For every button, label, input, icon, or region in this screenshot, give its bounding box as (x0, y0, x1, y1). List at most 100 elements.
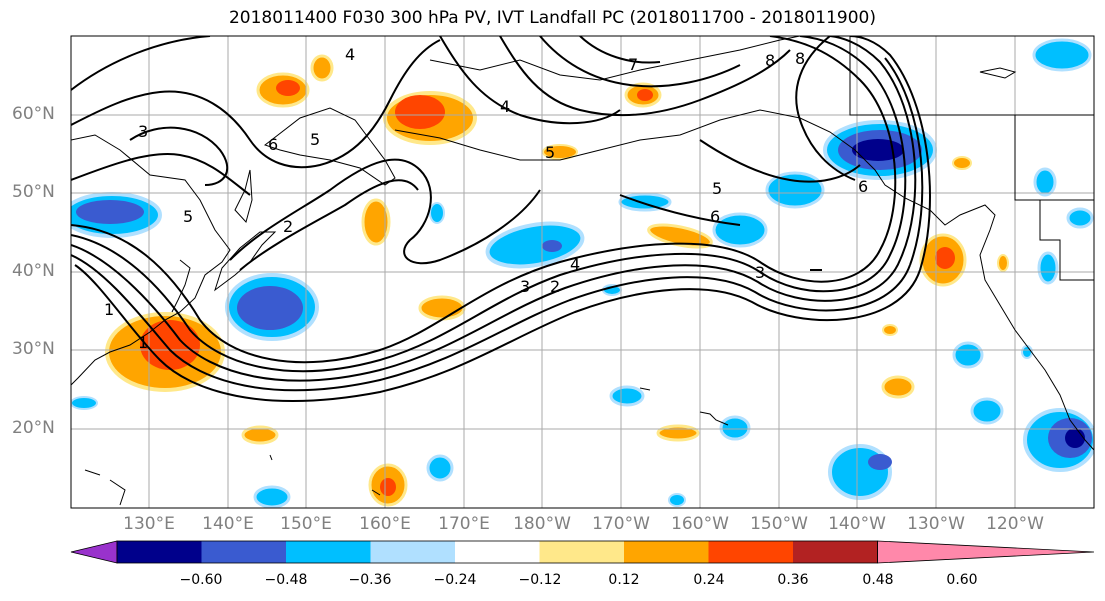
contour-label: 4 (500, 97, 510, 116)
colorbar-swatch (370, 541, 456, 563)
positive-anomaly (656, 424, 700, 442)
colorbar-tick-label: −0.60 (179, 572, 223, 588)
lon-label: 130°E (123, 514, 175, 534)
negative-anomaly (765, 171, 825, 209)
negative-anomaly-max (1065, 428, 1085, 448)
lat-label: 60°N (12, 104, 55, 124)
lon-label: 160°W (671, 514, 729, 534)
lon-label: 180°W (513, 514, 571, 534)
contour-label: 5 (183, 207, 193, 226)
negative-anomaly (828, 444, 892, 500)
lon-label: 170°E (438, 514, 490, 534)
colorbar-swatch (539, 541, 625, 563)
contour-label: 8 (765, 51, 775, 70)
lon-label: 150°W (750, 514, 808, 534)
positive-anomaly (418, 295, 466, 321)
colorbar-tick-label: −0.48 (264, 572, 308, 588)
contour-label: 1 (138, 333, 148, 352)
contour-label: 5 (545, 143, 555, 162)
contour-label: 5 (310, 130, 320, 149)
coastlines (71, 36, 1094, 506)
negative-anomaly (1032, 38, 1092, 72)
negative-anomaly (1033, 167, 1057, 197)
positive-anomaly (881, 375, 915, 399)
negative-anomaly-core (868, 454, 892, 470)
contour-label: 3 (138, 122, 148, 141)
lon-label: 150°E (280, 514, 332, 534)
colorbar-tick-label: 0.36 (777, 572, 809, 588)
negative-anomaly (970, 397, 1004, 425)
positive-anomaly (542, 144, 578, 160)
contour-label: 4 (570, 255, 580, 274)
contour-label: 6 (858, 177, 868, 196)
negative-anomaly (1021, 345, 1033, 359)
colorbar-min-arrow (70, 540, 118, 564)
positive-anomaly (361, 198, 391, 246)
negative-anomaly (668, 493, 686, 507)
contour-label: 3 (520, 277, 530, 296)
lat-label: 50°N (12, 182, 55, 202)
contour-label: 8 (795, 49, 805, 68)
contour-label: 7 (628, 55, 638, 74)
negative-anomaly (719, 415, 751, 441)
negative-anomaly-max (852, 139, 904, 161)
lon-label: 140°W (828, 514, 886, 534)
colorbar-tick-label: −0.12 (518, 572, 562, 588)
contour-label: 4 (345, 45, 355, 64)
colorbar-swatch (624, 541, 709, 563)
contour-label: 2 (283, 217, 293, 236)
negative-anomaly-core (76, 200, 144, 224)
negative-anomaly (618, 192, 672, 212)
colorbar-tick-label: 0.60 (946, 572, 978, 588)
contour-labels: 1 1 2 2 3 3 3 4 4 4 5 5 5 5 6 6 6 7 8 8 (104, 45, 868, 352)
negative-anomaly (429, 202, 445, 224)
negative-anomaly (1037, 251, 1059, 285)
negative-anomaly (71, 396, 98, 410)
lon-label: 140°E (202, 514, 254, 534)
colorbar-tick-label: −0.36 (348, 572, 392, 588)
lat-label: 30°N (12, 339, 55, 359)
contour-label: 6 (268, 135, 278, 154)
positive-anomaly (647, 223, 713, 249)
positive-anomaly-core (276, 80, 300, 96)
contour-label: 1 (104, 300, 114, 319)
positive-anomaly-core (637, 89, 653, 101)
negative-anomaly (253, 485, 291, 508)
pv-contours (71, 36, 931, 402)
colorbar-tick-label: −0.24 (433, 572, 477, 588)
positive-anomaly (997, 254, 1009, 272)
map-frame (70, 35, 1095, 509)
lon-label: 120°W (986, 514, 1044, 534)
colorbar-swatch (708, 541, 794, 563)
lat-label: 20°N (12, 418, 55, 438)
positive-anomaly (882, 324, 898, 336)
contour-label: 6 (710, 207, 720, 226)
positive-anomaly-core (935, 247, 955, 269)
colorbar-frame (116, 540, 878, 564)
lat-label: 40°N (12, 261, 55, 281)
contour-label: 2 (550, 277, 560, 296)
lon-label: 130°W (907, 514, 965, 534)
colorbar (70, 540, 1095, 564)
positive-anomaly-core (395, 95, 445, 129)
negative-anomaly (1066, 207, 1094, 229)
colorbar-swatch (201, 541, 287, 563)
negative-anomaly-core (237, 286, 303, 330)
positive-anomaly-core (380, 478, 396, 496)
colorbar-swatch (455, 541, 540, 563)
colorbar-swatch (793, 541, 878, 563)
lon-label: 160°E (359, 514, 411, 534)
negative-anomaly (712, 212, 768, 248)
colorbar-swatch (286, 541, 371, 563)
negative-anomaly (952, 341, 984, 369)
figure-title: 2018011400 F030 300 hPa PV, IVT Landfall… (228, 8, 876, 28)
colorbar-tick-label: 0.12 (608, 572, 640, 588)
contour-label: 5 (712, 179, 722, 198)
negative-anomaly-core (542, 240, 562, 252)
contour-label: 3 (755, 263, 765, 282)
colorbar-tick-label: 0.24 (693, 572, 725, 588)
negative-anomaly (426, 454, 454, 482)
colorbar-max-arrow (877, 540, 1095, 564)
lon-label: 170°W (592, 514, 650, 534)
